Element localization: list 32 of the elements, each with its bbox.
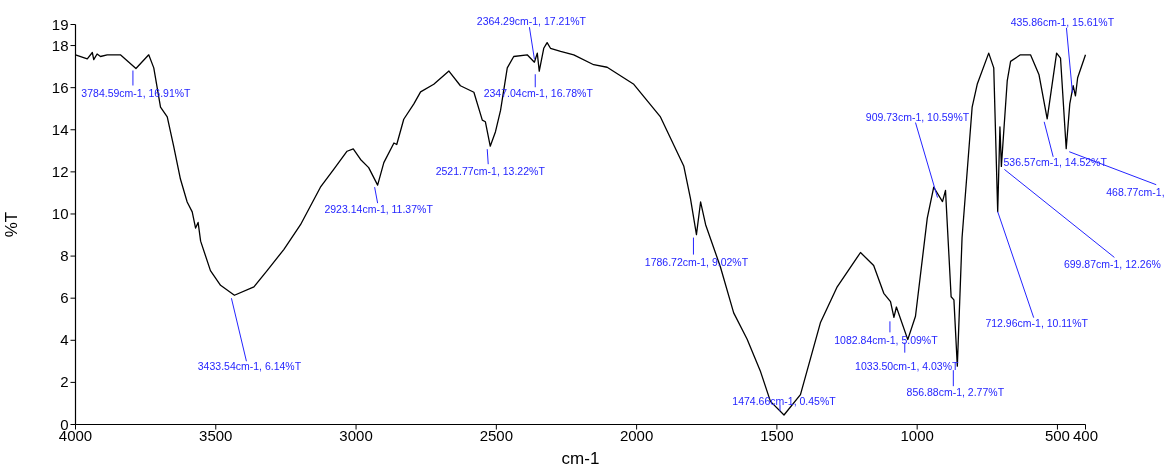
y-tick-label: 14 (51, 120, 69, 138)
y-tick-label: 8 (60, 247, 69, 265)
y-tick-label: 4 (60, 331, 69, 349)
x-tick-label: 2000 (619, 426, 654, 444)
annotation: 1033.50cm-1, 4.03%T (855, 359, 960, 372)
y-tick-label: 16 (51, 78, 69, 96)
y-tick-label: 12 (51, 162, 69, 180)
x-tick-label: 1500 (760, 426, 794, 444)
annotation: 2521.77cm-1, 13.22%T (435, 165, 546, 178)
x-tick-label: 500 (1044, 426, 1070, 444)
x-tick-label: 400 (1072, 426, 1099, 444)
y-axis-title: %T (1, 211, 21, 238)
x-tick-label: 3000 (339, 426, 373, 444)
annotation: 3433.54cm-1, 6.14%T (197, 360, 302, 373)
y-tick-label: 19 (51, 15, 69, 33)
y-tick-label: 18 (51, 36, 69, 54)
y-tick-label: 10 (51, 204, 69, 222)
annotation: 2364.29cm-1, 17.21%T (476, 15, 587, 28)
y-tick-label: 6 (60, 289, 69, 307)
x-tick-label: 2500 (479, 426, 514, 444)
x-tick-label: 1000 (900, 426, 934, 444)
annotation: 856.88cm-1, 2.77%T (906, 386, 1005, 399)
x-tick-label: 3500 (199, 426, 233, 444)
x-axis-title: cm-1 (561, 448, 600, 465)
annotation: 699.87cm-1, 12.26% (1063, 258, 1161, 271)
annotation: 909.73cm-1, 10.59%T (865, 110, 970, 123)
annotation: 712.96cm-1, 10.11%T (985, 316, 1089, 329)
annotation: 435.86cm-1, 15.61%T (1010, 15, 1115, 28)
y-tick-label: 2 (60, 373, 69, 391)
annotation: 1082.84cm-1, 5.09%T (834, 334, 939, 347)
annotation: 468.77cm-1, (1106, 185, 1165, 198)
annotation: 2923.14cm-1, 11.37%T (324, 203, 434, 216)
